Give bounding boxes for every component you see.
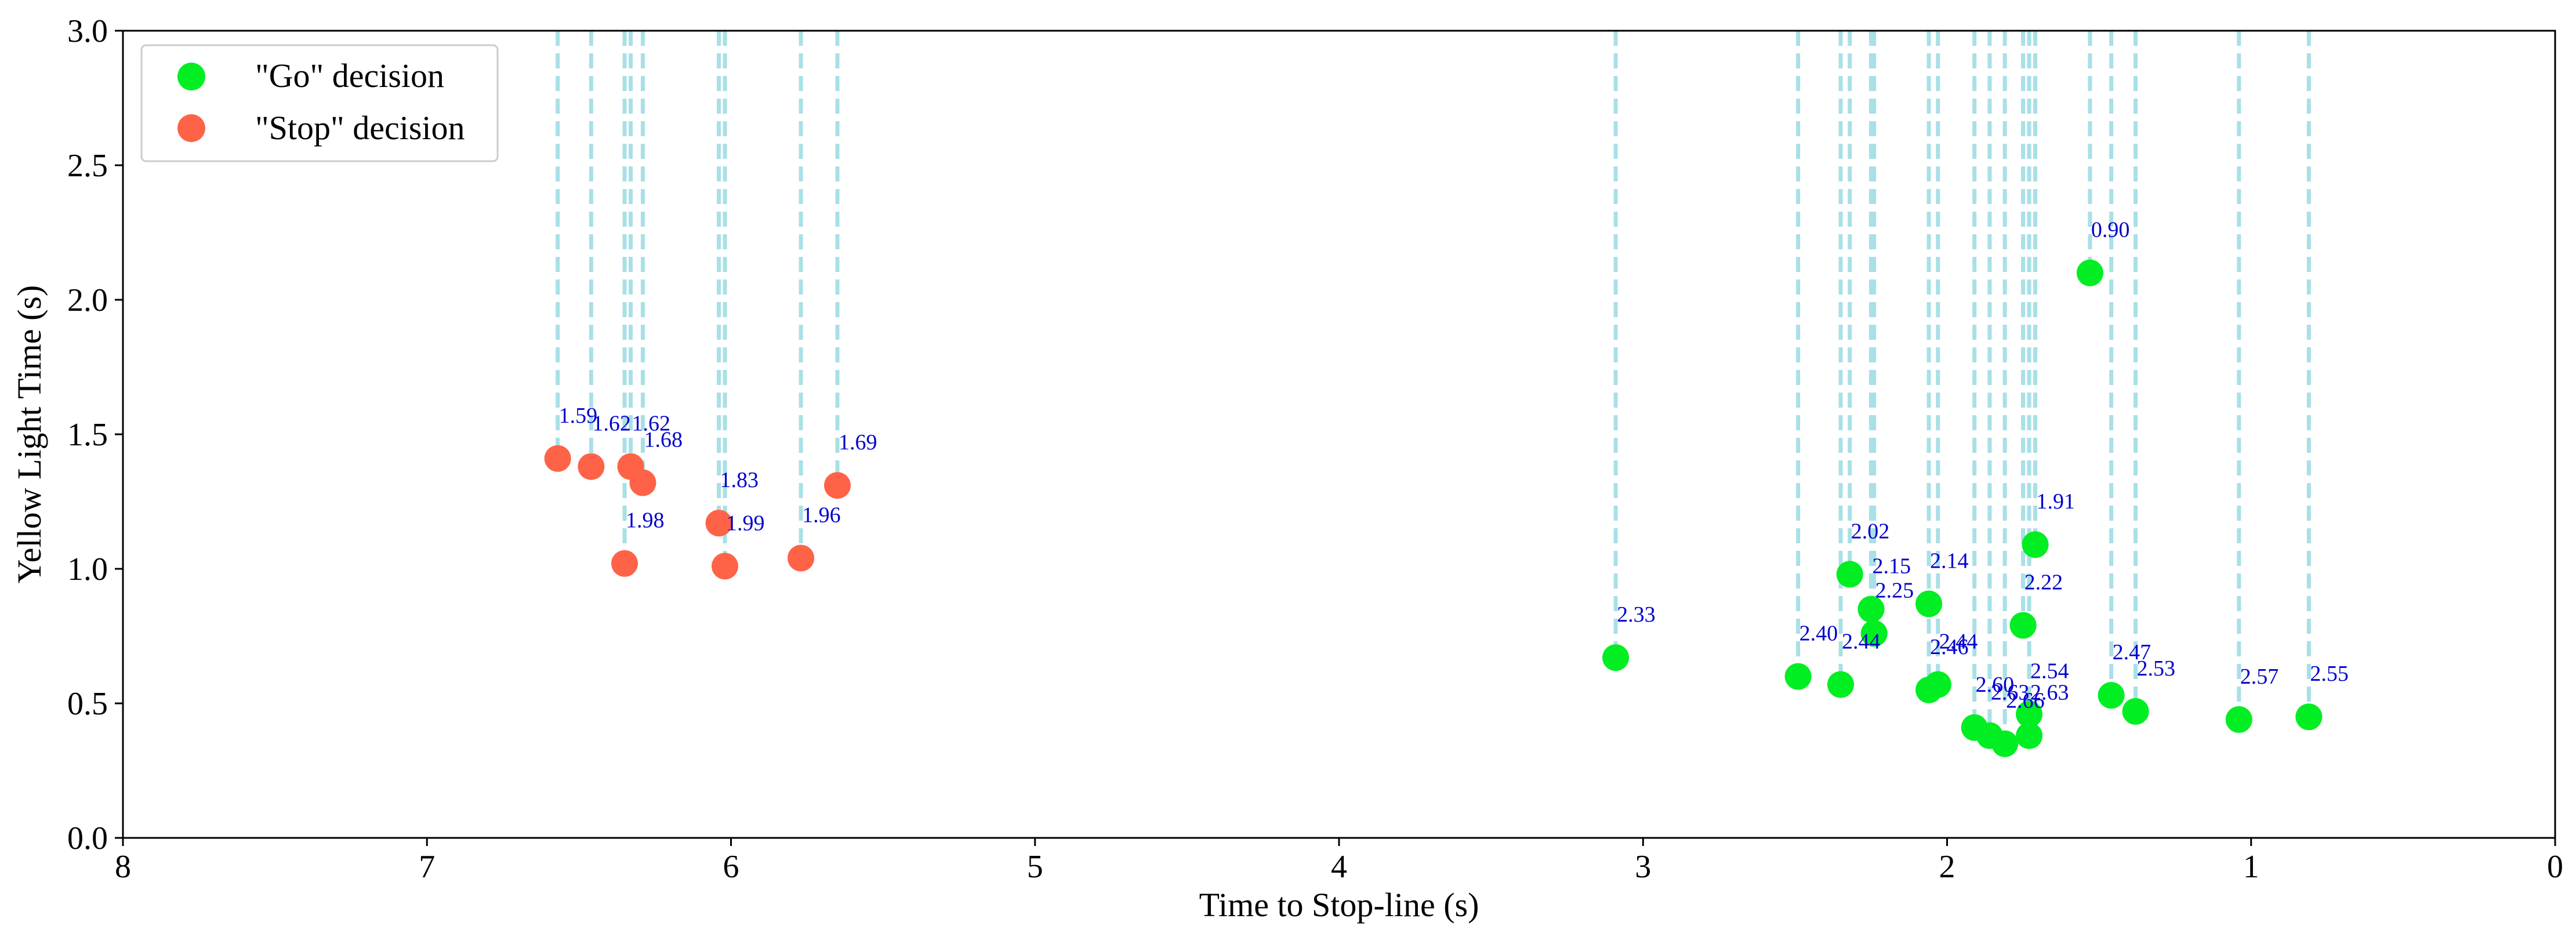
- point-label: 2.44: [1939, 630, 1978, 654]
- y-tick-label: 2.0: [67, 282, 108, 318]
- go-point: [2122, 698, 2149, 725]
- go-point: [1857, 596, 1885, 623]
- guide-lines: [556, 31, 2311, 744]
- x-tick-label: 6: [723, 849, 739, 885]
- go-point: [1602, 644, 1630, 671]
- go-point: [1784, 663, 1812, 690]
- point-label: 2.46: [1930, 635, 1969, 659]
- y-axis-ticks: 0.0 0.5 1.0 1.5 2.0 2.5 3.0: [67, 13, 123, 856]
- go-point: [2295, 703, 2323, 731]
- point-labels: 2.332.40 2.442.022.152.252.142.462.442.60…: [559, 218, 2349, 713]
- go-point: [2016, 700, 2043, 728]
- legend-stop-label: "Stop" decision: [255, 109, 465, 147]
- x-tick-label: 5: [1027, 849, 1043, 885]
- go-point: [1915, 590, 1943, 618]
- go-point: [2098, 682, 2125, 709]
- go-point: [1827, 671, 1855, 698]
- data-points: [544, 259, 2323, 757]
- point-label: 1.69: [839, 430, 877, 455]
- point-label: 2.54: [2030, 659, 2069, 684]
- point-label: 2.47: [2113, 640, 2151, 665]
- point-label: 1.96: [802, 503, 841, 527]
- stop-point: [629, 469, 656, 496]
- point-label: 0.90: [2091, 218, 2130, 242]
- point-label: 2.02: [1851, 519, 1890, 543]
- point-label: 1.59: [559, 404, 598, 428]
- stop-point: [705, 510, 732, 537]
- point-label: 2.66: [2006, 689, 2045, 713]
- y-tick-label: 1.0: [67, 551, 108, 587]
- point-label: 1.62: [632, 412, 670, 436]
- point-label: 2.63: [2030, 681, 2069, 705]
- stop-point: [611, 550, 638, 577]
- go-point: [1924, 671, 1951, 698]
- point-label: 2.60: [1976, 673, 2015, 697]
- point-label: 2.57: [2240, 665, 2279, 689]
- point-label: 2.15: [1872, 554, 1911, 579]
- point-label: 1.68: [644, 428, 683, 452]
- point-label: 1.62: [592, 412, 631, 436]
- y-tick-label: 0.5: [67, 686, 108, 722]
- point-label: 2.22: [2024, 570, 2063, 594]
- point-label: 2.63: [1991, 681, 2030, 705]
- go-point: [2022, 531, 2049, 558]
- x-tick-label: 7: [419, 849, 435, 885]
- x-tick-label: 0: [2547, 849, 2563, 885]
- go-point: [2225, 706, 2252, 733]
- y-tick-label: 2.5: [67, 148, 108, 184]
- go-point: [1836, 561, 1863, 588]
- y-tick-label: 0.0: [67, 820, 108, 856]
- point-label: 2.55: [2310, 662, 2349, 686]
- go-point: [2076, 259, 2103, 286]
- x-tick-label: 3: [1635, 849, 1651, 885]
- stop-point: [823, 472, 851, 499]
- x-tick-label: 4: [1331, 849, 1347, 885]
- point-label: 1.83: [720, 468, 759, 492]
- point-label: 1.98: [626, 509, 665, 533]
- go-point: [2016, 722, 2043, 749]
- x-tick-label: 8: [115, 849, 131, 885]
- x-axis-label: Time to Stop-line (s): [1199, 886, 1479, 924]
- go-point: [1860, 620, 1888, 647]
- y-tick-label: 1.5: [67, 417, 108, 453]
- stop-point: [712, 553, 739, 580]
- go-point: [2009, 612, 2037, 639]
- stop-point: [788, 544, 815, 572]
- point-label: 1.99: [726, 511, 765, 535]
- point-label: 2.53: [2137, 656, 2176, 681]
- point-label: 1.91: [2037, 489, 2076, 514]
- point-label: 2.44: [1842, 630, 1881, 654]
- stop-point: [544, 445, 571, 472]
- y-tick-label: 3.0: [67, 13, 108, 49]
- legend: "Go" decision "Stop" decision: [140, 44, 499, 162]
- x-tick-label: 2: [1939, 849, 1955, 885]
- point-label: 2.40: [1799, 622, 1838, 646]
- legend-box: [140, 44, 499, 162]
- legend-stop-marker: [177, 114, 205, 142]
- x-tick-label: 1: [2243, 849, 2259, 885]
- legend-go-marker: [177, 63, 205, 90]
- point-label: 2.25: [1875, 578, 1914, 602]
- x-axis-ticks: 8 7 6 5 4 3 2 1 0: [115, 838, 2563, 885]
- legend-go-label: "Go" decision: [255, 57, 444, 95]
- point-label: 2.14: [1930, 549, 1969, 573]
- stop-point: [578, 453, 605, 480]
- point-label: 2.33: [1617, 602, 1656, 627]
- y-axis-label: Yellow Light Time (s): [10, 285, 48, 584]
- go-point: [1991, 730, 2019, 757]
